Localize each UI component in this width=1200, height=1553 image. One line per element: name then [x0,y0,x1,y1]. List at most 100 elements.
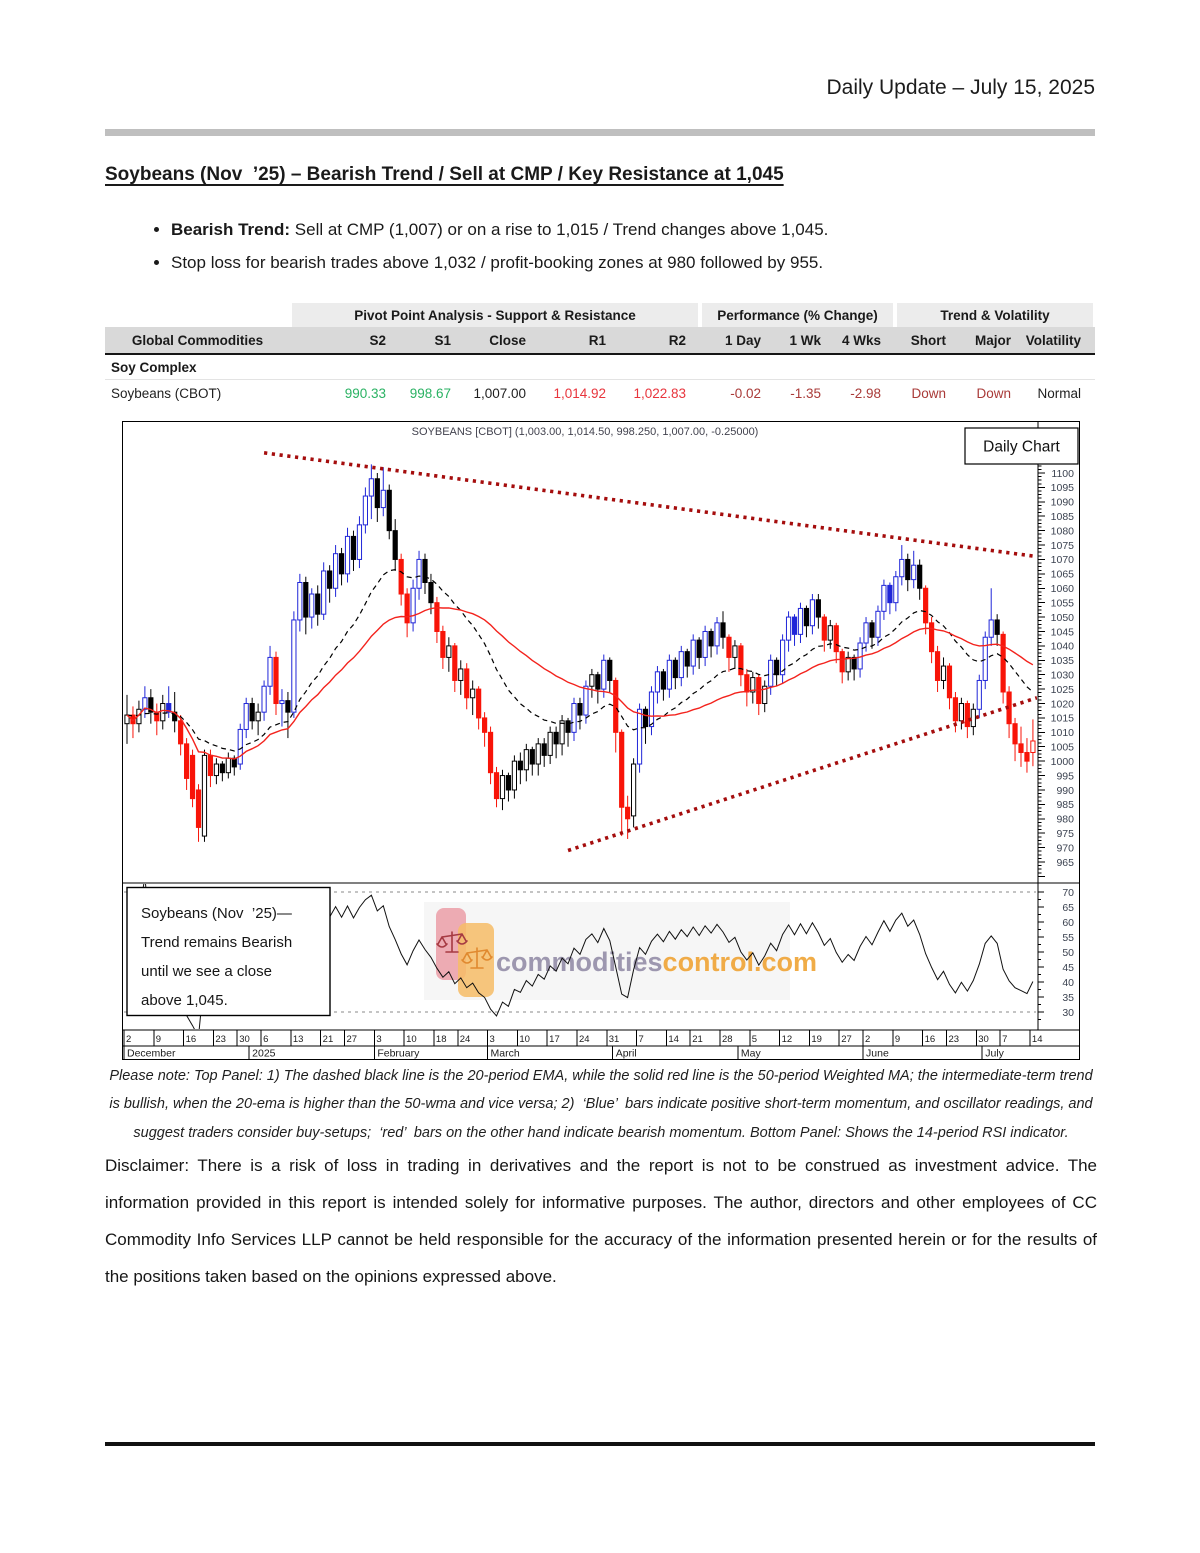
rsi-panel: commoditiescontrol.com [124,884,1036,1029]
section-row-label: Soy Complex [105,354,1096,380]
svg-text:13: 13 [293,1034,304,1045]
table-cell: 998.67 [409,385,451,401]
svg-text:50: 50 [1062,947,1074,959]
svg-text:2: 2 [126,1034,131,1045]
svg-text:1055: 1055 [1051,597,1075,609]
svg-text:21: 21 [692,1034,703,1045]
daily-price-chart: commoditiescontrol.com SOYBEANS [CBOT] (1… [122,421,1080,1060]
table-cell: 1,007.00 [473,385,526,401]
svg-text:24: 24 [460,1034,471,1045]
svg-text:35: 35 [1062,992,1074,1004]
column-header: Volatility [1025,327,1096,355]
svg-text:30: 30 [978,1034,989,1045]
table-cell: -0.02 [730,385,762,401]
svg-text:1065: 1065 [1051,569,1075,581]
svg-text:1035: 1035 [1051,655,1075,667]
disclaimer-text: Disclaimer: There is a risk of loss in t… [105,1156,1097,1287]
header-divider-bar [105,129,1095,136]
pivot-table-body: Soy Complex Soybeans (CBOT) 990.33 998.67 1,… [105,354,1096,406]
svg-text:3: 3 [490,1034,495,1045]
table-cell: 1,014.92 [553,385,606,401]
svg-text:16: 16 [186,1034,197,1045]
svg-text:7: 7 [1002,1034,1007,1045]
page-header-title: Daily Update – July 15, 2025 [826,76,1096,99]
ema20-line [126,568,1034,752]
svg-text:March: March [491,1048,520,1060]
svg-text:9: 9 [895,1034,900,1045]
svg-text:1025: 1025 [1051,684,1075,696]
trendline [263,451,1037,559]
group-header: Performance (% Change) [698,303,898,327]
column-header: R2 [620,327,701,355]
watermark-text: commoditiescontrol.com [496,947,817,977]
svg-text:21: 21 [323,1034,334,1045]
svg-text:1080: 1080 [1051,525,1075,537]
svg-text:9: 9 [156,1034,161,1045]
svg-text:985: 985 [1056,799,1074,811]
bullet-text: Stop loss for bearish trades above 1,032… [171,253,824,272]
group-header-spacer [105,303,290,327]
table-cell: Normal [1037,385,1082,401]
report-title: Soybeans (Nov ’25) – Bearish Trend / Sel… [105,164,784,185]
price-axis: 965 970 975 980 985 990 995 1000 1005 1010 1015 102… [1038,429,1075,1020]
column-header: 4 Wks [835,327,896,355]
price-panel [124,451,1037,853]
wma50-line [126,606,1034,760]
svg-text:14: 14 [668,1034,679,1045]
svg-text:1095: 1095 [1051,482,1075,494]
column-header: 1 Wk [775,327,836,355]
x-axis-days: 2 9 16 23 30 6 13 21 27 3 10 18 24 3 10 17 24 31 7 14 21 28 5 1… [123,1030,1042,1046]
table-cell: Down [911,385,947,401]
svg-text:990: 990 [1056,785,1074,797]
svg-text:2025: 2025 [252,1048,276,1060]
svg-text:10: 10 [406,1034,417,1045]
chart-footnote: Please note: Top Panel: 1) The dashed bl… [109,1068,1093,1141]
group-header: Pivot Point Analysis - Support & Resista… [287,303,703,327]
svg-text:995: 995 [1056,770,1074,782]
svg-text:July: July [985,1048,1004,1060]
annotation-box: Soybeans (Nov ’25)— Trend remains Bearish… [126,886,331,1017]
svg-text:1000: 1000 [1051,756,1075,768]
bullet-lead: Bearish Trend: [171,220,291,239]
svg-text:1090: 1090 [1051,497,1075,509]
svg-text:30: 30 [1062,1007,1074,1019]
footer-rule [105,1442,1095,1446]
svg-text:Soybeans (Nov ’25)—: Soybeans (Nov ’25)— [141,905,292,922]
chart-svg: commoditiescontrol.com SOYBEANS [CBOT] (1… [122,421,1080,1060]
svg-text:2: 2 [865,1034,870,1045]
svg-text:February: February [377,1048,420,1060]
bullet-stop-loss: Stop loss for bearish trades above 1,032… [171,253,1161,273]
table-cell: Down [976,385,1012,401]
svg-text:1040: 1040 [1051,641,1075,653]
svg-text:6: 6 [263,1034,268,1045]
svg-text:December: December [127,1048,176,1060]
column-header: S1 [400,327,465,355]
column-header: Short [895,327,961,355]
svg-text:23: 23 [215,1034,226,1045]
svg-text:1085: 1085 [1051,511,1075,523]
pivot-table: Pivot Point Analysis - Support & Resista… [105,303,1098,406]
x-axis-months: December 2025 February March April May June Jul… [123,1046,1005,1060]
bullet-bearish-trend: Bearish Trend: Sell at CMP (1,007) or on… [171,220,1161,240]
svg-text:1015: 1015 [1051,713,1075,725]
svg-text:980: 980 [1056,814,1074,826]
svg-text:975: 975 [1056,828,1074,840]
svg-text:27: 27 [347,1034,358,1045]
svg-text:May: May [741,1048,762,1060]
svg-text:5: 5 [752,1034,757,1045]
svg-text:Daily Chart: Daily Chart [983,439,1060,456]
svg-text:1045: 1045 [1051,626,1075,638]
pivot-table-head: Pivot Point Analysis - Support & Resista… [105,303,1098,355]
svg-text:10: 10 [519,1034,530,1045]
svg-text:60: 60 [1062,917,1074,929]
group-header: Trend & Volatility [893,303,1098,327]
table-cell: Soybeans (CBOT) [111,385,222,401]
svg-text:above 1,045.: above 1,045. [141,992,228,1009]
chart-title-quote: SOYBEANS [CBOT] (1,003.00, 1,014.50, 998… [412,426,759,438]
svg-text:Trend remains Bearish: Trend remains Bearish [141,934,292,951]
svg-text:16: 16 [925,1034,936,1045]
svg-text:1010: 1010 [1051,727,1075,739]
watermark-logo: commoditiescontrol.com [424,902,817,1000]
svg-text:965: 965 [1056,857,1074,869]
svg-text:23: 23 [948,1034,959,1045]
